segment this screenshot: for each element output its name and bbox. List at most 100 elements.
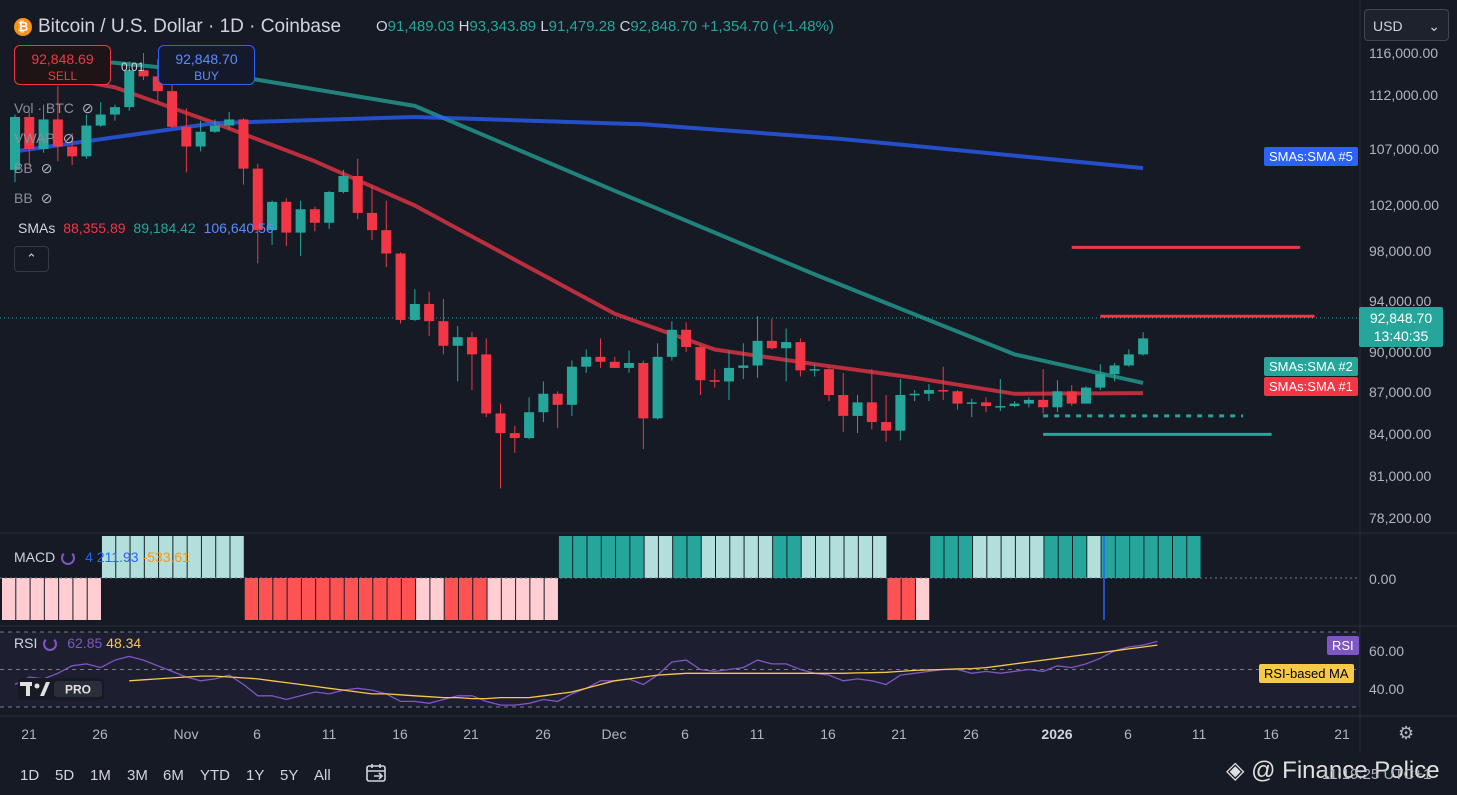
time-axis-label: 26 — [963, 726, 979, 742]
candle-body — [766, 340, 777, 349]
timeframe-1d[interactable]: 1D — [20, 767, 40, 784]
macd-bar — [558, 536, 573, 578]
candle-body — [267, 201, 278, 231]
gear-icon[interactable]: ⚙ — [1398, 723, 1415, 743]
legend-smas[interactable]: SMAs 88,355.89 89,184.42 106,640.56 — [18, 220, 274, 236]
time-axis-label: 6 — [253, 726, 261, 742]
candle-body — [81, 125, 92, 157]
sell-button[interactable]: 92,848.69 SELL — [14, 45, 111, 85]
time-axis-label: 21 — [891, 726, 907, 742]
sma1-value: 88,355.89 — [63, 220, 126, 236]
macd-bar — [758, 536, 773, 578]
macd-bar — [873, 536, 887, 578]
macd-bar — [1073, 536, 1087, 578]
candle-body — [1081, 387, 1091, 404]
candle-body — [852, 402, 863, 416]
time-axis-label: 16 — [820, 726, 836, 742]
macd-zero-label: 0.00 — [1369, 571, 1397, 587]
rsi-legend[interactable]: RSI 62.85 48.34 — [14, 635, 142, 651]
spread-value: 0.01 — [121, 60, 145, 74]
candle-body — [1023, 399, 1034, 404]
candle-body — [981, 402, 992, 407]
candle-body — [1109, 365, 1120, 375]
candle-body — [1038, 399, 1049, 408]
time-axis-label: Dec — [601, 726, 627, 742]
candle-body — [152, 76, 163, 92]
candle-body — [124, 70, 135, 108]
candle-body — [738, 365, 749, 368]
macd-bar — [173, 536, 187, 578]
time-axis-label: Nov — [173, 726, 199, 742]
macd-bar — [944, 536, 958, 578]
candle-body — [1052, 391, 1063, 408]
candle-body — [381, 230, 392, 254]
legend-bb-2[interactable]: BB ⊘ — [14, 190, 53, 206]
price-axis-label: 107,000.00 — [1369, 141, 1440, 157]
macd-legend[interactable]: MACD 4 211.93 -533.61 — [14, 549, 190, 565]
timeframe-5d[interactable]: 5D — [55, 767, 75, 784]
macd-bar — [501, 578, 516, 620]
timeframe-1y[interactable]: 1Y — [246, 767, 265, 784]
candle-body — [709, 380, 720, 382]
timeframe-5y[interactable]: 5Y — [280, 767, 299, 784]
rsi-ma-line — [129, 644, 1158, 700]
macd-bar — [416, 578, 430, 620]
legend-bb-1[interactable]: BB ⊘ — [14, 160, 53, 176]
macd-bar — [616, 536, 630, 578]
price-axis-label: 116,000.00 — [1369, 45, 1439, 61]
legend-vwap[interactable]: VWAP ⊘ — [14, 130, 75, 146]
candle-body — [695, 347, 706, 381]
macd-bar — [373, 578, 387, 620]
collapse-legend-button[interactable]: ⌃ — [14, 246, 49, 272]
candle-body — [109, 107, 120, 115]
time-axis-label: 26 — [92, 726, 108, 742]
macd-bar — [858, 536, 873, 578]
candle-body — [438, 321, 449, 346]
candle-body — [338, 176, 349, 193]
macd-bar — [830, 536, 844, 578]
timeframe-6m[interactable]: 6M — [163, 767, 184, 784]
candle-body — [552, 393, 563, 405]
utc-clock[interactable]: 11:19:25 UTC+1 — [1322, 766, 1432, 783]
macd-bar — [1130, 536, 1144, 578]
macd-bar — [1115, 536, 1130, 578]
sma5-tag: SMAs:SMA #5 — [1264, 147, 1358, 166]
macd-bar — [1144, 536, 1158, 578]
macd-bar — [644, 536, 658, 578]
price-axis-label: 102,000.00 — [1369, 197, 1440, 213]
time-axis-label: 11 — [749, 726, 765, 742]
timeframe-all[interactable]: All — [314, 767, 331, 784]
eye-hidden-icon[interactable]: ⊘ — [40, 160, 53, 176]
calendar-goto-icon[interactable] — [365, 762, 389, 784]
currency-select[interactable]: USD ⌄ — [1364, 9, 1449, 41]
macd-bar — [787, 536, 801, 578]
candle-body — [466, 337, 477, 355]
candle-body — [167, 91, 178, 127]
symbol-title[interactable]: ₿ Bitcoin / U.S. Dollar · 1D · Coinbase — [14, 16, 341, 38]
price-axis-label: 87,000.00 — [1369, 384, 1432, 400]
price-axis-label: 84,000.00 — [1369, 426, 1432, 442]
candle-body — [938, 390, 949, 392]
eye-hidden-icon[interactable]: ⊘ — [40, 190, 53, 206]
timeframe-3m[interactable]: 3M — [127, 767, 148, 784]
macd-bar — [673, 536, 687, 578]
macd-bar — [344, 578, 359, 620]
eye-hidden-icon[interactable]: ⊘ — [62, 130, 75, 146]
candle-body — [881, 422, 892, 431]
candle-body — [281, 201, 292, 233]
timeframe-ytd[interactable]: YTD — [200, 767, 230, 784]
price-chart[interactable] — [0, 0, 1457, 752]
legend-volume[interactable]: Vol · BTC ⊘ — [14, 100, 94, 116]
eye-hidden-icon[interactable]: ⊘ — [81, 100, 94, 116]
buy-button[interactable]: 92,848.70 BUY — [158, 45, 255, 85]
sma1-tag: SMAs:SMA #1 — [1264, 377, 1358, 396]
macd-bar — [930, 536, 944, 578]
candle-body — [324, 192, 335, 223]
macd-bar — [387, 578, 401, 620]
candle-body — [809, 369, 820, 371]
candle-body — [752, 340, 763, 366]
macd-bar — [87, 578, 101, 620]
macd-bar — [130, 536, 144, 578]
candle-body — [509, 433, 520, 439]
timeframe-1m[interactable]: 1M — [90, 767, 111, 784]
